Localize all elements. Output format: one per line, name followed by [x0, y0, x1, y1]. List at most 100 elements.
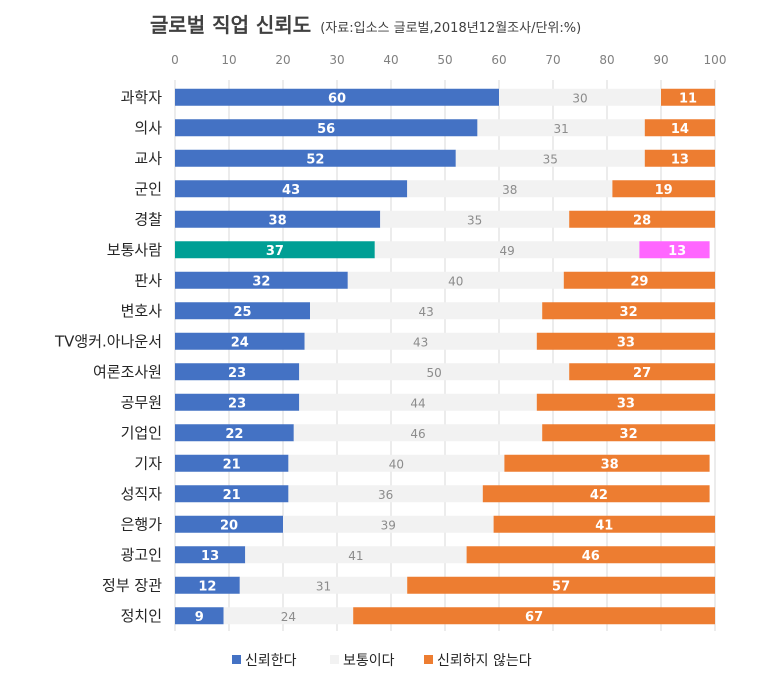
bar-segment — [482, 485, 710, 503]
bar-segment — [299, 363, 570, 381]
bar-segment — [569, 363, 715, 381]
bar-segment — [477, 119, 645, 137]
data-label: 42 — [590, 488, 608, 503]
data-label: 67 — [525, 610, 543, 625]
bar-segment — [504, 454, 710, 472]
bar-segment — [175, 302, 310, 320]
legend-swatch — [232, 655, 241, 664]
x-tick-label: 90 — [653, 53, 668, 67]
bar-segment — [175, 241, 375, 259]
data-label: 13 — [201, 549, 219, 564]
category-label: 의사 — [134, 119, 162, 137]
bar-segment — [245, 546, 467, 564]
bar-segment — [293, 424, 543, 442]
bar-segment — [644, 149, 715, 167]
category-label: 은행가 — [121, 515, 163, 533]
data-label: 28 — [633, 213, 651, 228]
data-label: 30 — [572, 91, 587, 105]
x-axis-ticks: 0 10 20 30 40 50 60 70 80 90 100 — [171, 53, 726, 67]
category-label: 정치인 — [121, 607, 162, 625]
data-label: 25 — [233, 305, 251, 320]
data-label: 38 — [269, 213, 287, 228]
bar-segment — [536, 393, 715, 411]
x-tick-label: 70 — [545, 53, 560, 67]
bar-segment — [407, 180, 613, 198]
bar-segment — [310, 302, 543, 320]
bar-segment — [407, 576, 715, 594]
category-label: 군인 — [134, 180, 162, 198]
data-label: 31 — [553, 122, 568, 136]
category-label: 기자 — [134, 454, 162, 472]
bar-segment — [223, 607, 354, 625]
category-label: 여론조사원 — [93, 363, 162, 381]
x-tick-label: 80 — [599, 53, 614, 67]
bar-segment — [299, 393, 537, 411]
data-label: 33 — [617, 335, 635, 350]
bar-segment — [542, 424, 715, 442]
category-label: 광고인 — [121, 546, 162, 564]
legend: 신뢰한다 보통이다 신뢰하지 않는다 — [232, 653, 532, 669]
category-label: 정부 장관 — [102, 576, 162, 594]
legend-label: 신뢰하지 않는다 — [437, 653, 532, 669]
data-label: 56 — [317, 122, 335, 137]
data-label: 14 — [671, 122, 689, 137]
data-label: 46 — [410, 427, 425, 441]
data-label: 11 — [679, 91, 697, 106]
x-tick-label: 60 — [491, 53, 506, 67]
bar-segment — [536, 332, 715, 350]
data-label: 43 — [282, 183, 300, 198]
bar-segment — [175, 515, 283, 533]
bar-segment — [466, 546, 715, 564]
data-label: 9 — [195, 610, 204, 625]
data-label: 32 — [620, 305, 638, 320]
bar-segment — [644, 119, 715, 137]
data-label: 29 — [630, 274, 648, 289]
gridlines — [174, 80, 716, 631]
bar-segment — [563, 271, 715, 289]
bar-segment — [542, 302, 715, 320]
data-label: 52 — [306, 152, 324, 167]
category-label: TV앵커.아나운서 — [54, 332, 162, 350]
bar-segment — [175, 119, 478, 137]
bar-segment — [353, 607, 715, 625]
bar-segment — [347, 271, 564, 289]
bar-segment — [175, 485, 289, 503]
bar-segment — [175, 149, 456, 167]
x-tick-label: 10 — [221, 53, 236, 67]
x-tick-label: 50 — [437, 53, 452, 67]
data-label: 33 — [617, 396, 635, 411]
data-label: 23 — [228, 366, 246, 381]
bar-segment — [283, 515, 494, 533]
category-label: 교사 — [134, 149, 162, 167]
bar-segment — [175, 363, 300, 381]
data-label: 40 — [389, 457, 404, 471]
data-label: 22 — [225, 427, 243, 442]
data-label: 43 — [418, 305, 433, 319]
data-label: 32 — [620, 427, 638, 442]
data-label: 57 — [552, 579, 570, 594]
data-label: 31 — [316, 579, 331, 593]
data-label: 41 — [348, 549, 363, 563]
data-label: 35 — [467, 213, 482, 227]
bar-segment — [239, 576, 408, 594]
bar-segment — [175, 332, 305, 350]
data-label: 12 — [198, 579, 216, 594]
bar-segment — [380, 210, 570, 228]
bar-segment — [175, 454, 289, 472]
data-label: 21 — [223, 457, 241, 472]
data-label: 38 — [502, 183, 517, 197]
chart-title-main: 글로벌 직업 신뢰도 — [150, 13, 311, 37]
bar-segment — [304, 332, 537, 350]
bar-segment — [612, 180, 715, 198]
category-label: 경찰 — [134, 210, 162, 228]
data-label: 32 — [252, 274, 270, 289]
legend-label: 보통이다 — [343, 653, 395, 669]
chart-title: 글로벌 직업 신뢰도 (자료:입소스 글로벌,2018년12월조사/단위:%) — [150, 13, 581, 37]
data-label: 49 — [499, 244, 514, 258]
category-label: 판사 — [134, 271, 162, 289]
data-label: 50 — [427, 366, 442, 380]
legend-swatch — [424, 655, 433, 664]
bar-segment — [175, 576, 240, 594]
